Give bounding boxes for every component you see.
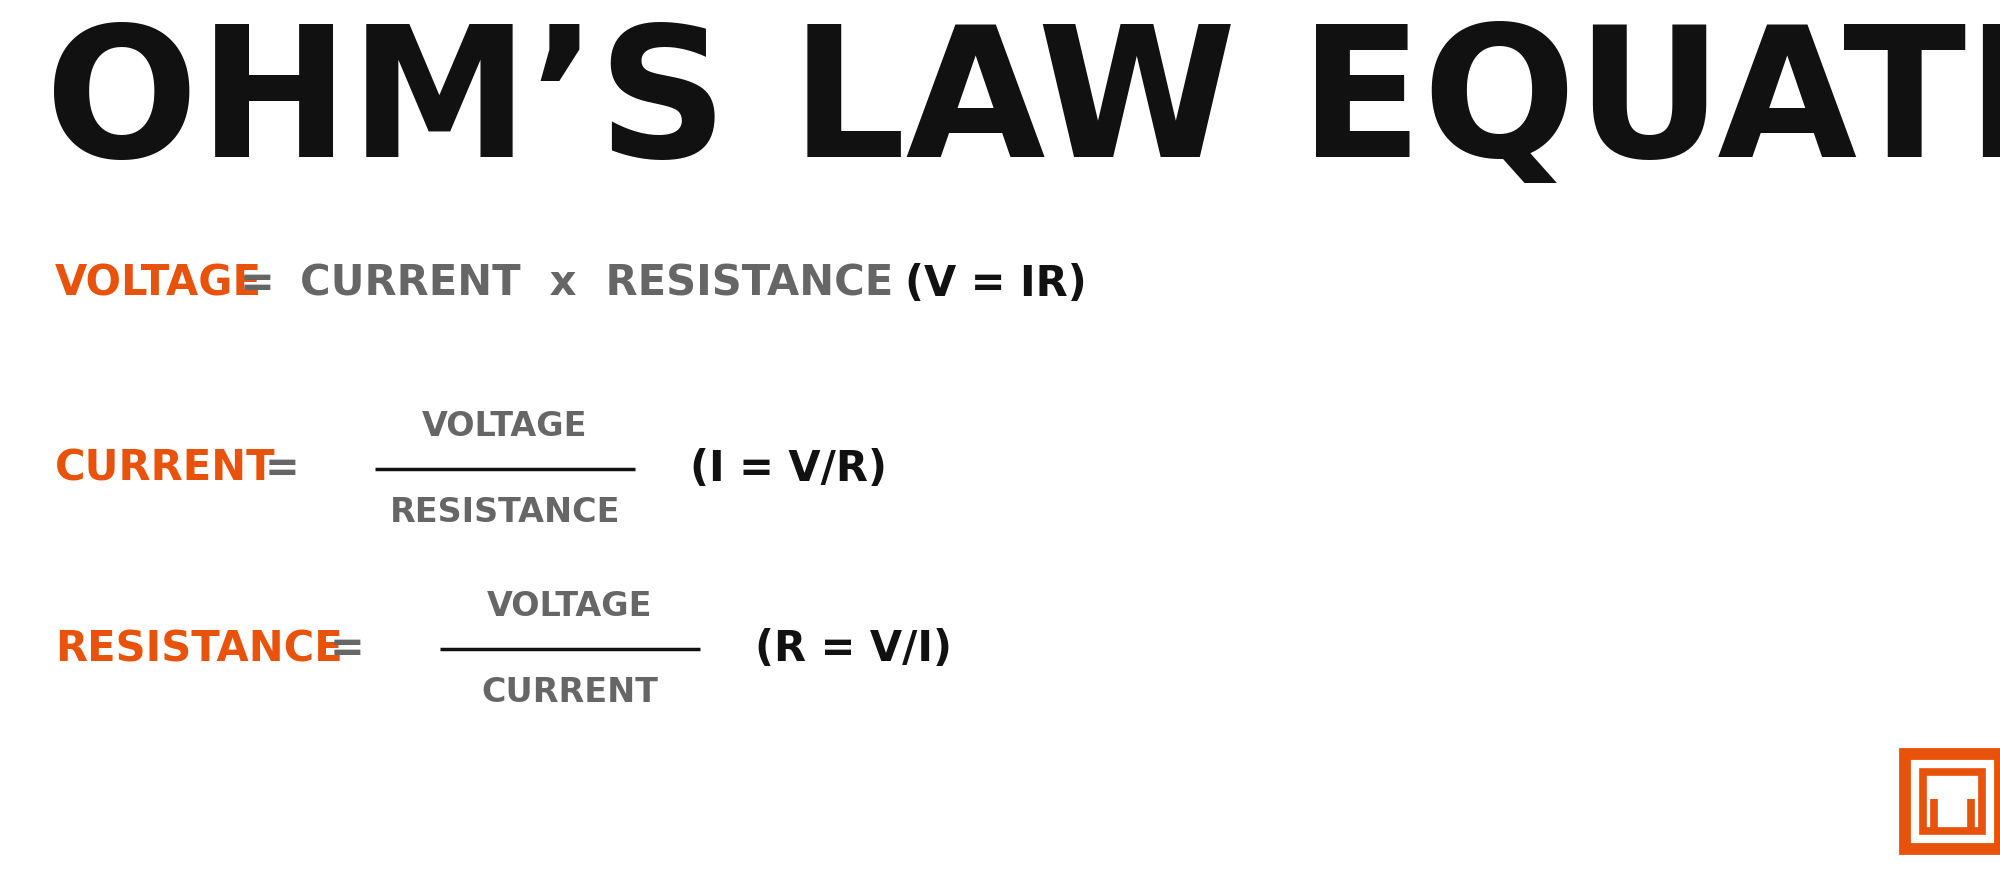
Text: =: = [240,263,274,305]
Text: OHM’S LAW EQUATIONS: OHM’S LAW EQUATIONS [44,19,2000,195]
Text: VOLTAGE: VOLTAGE [488,590,652,622]
Bar [1924,772,1982,831]
Text: VOLTAGE: VOLTAGE [56,263,262,305]
Text: CURRENT: CURRENT [56,448,276,490]
Text: =: = [266,448,300,490]
Text: RESISTANCE: RESISTANCE [390,496,620,529]
Text: (R = V/I): (R = V/I) [754,628,952,670]
Text: (I = V/R): (I = V/R) [690,448,888,490]
Text: (V = IR): (V = IR) [906,263,1086,305]
Text: RESISTANCE: RESISTANCE [56,628,342,670]
Text: CURRENT  x  RESISTANCE: CURRENT x RESISTANCE [300,263,894,305]
Text: CURRENT: CURRENT [482,675,658,708]
Text: =: = [330,628,364,670]
Text: VOLTAGE: VOLTAGE [422,409,588,443]
Bar [1904,754,2000,849]
